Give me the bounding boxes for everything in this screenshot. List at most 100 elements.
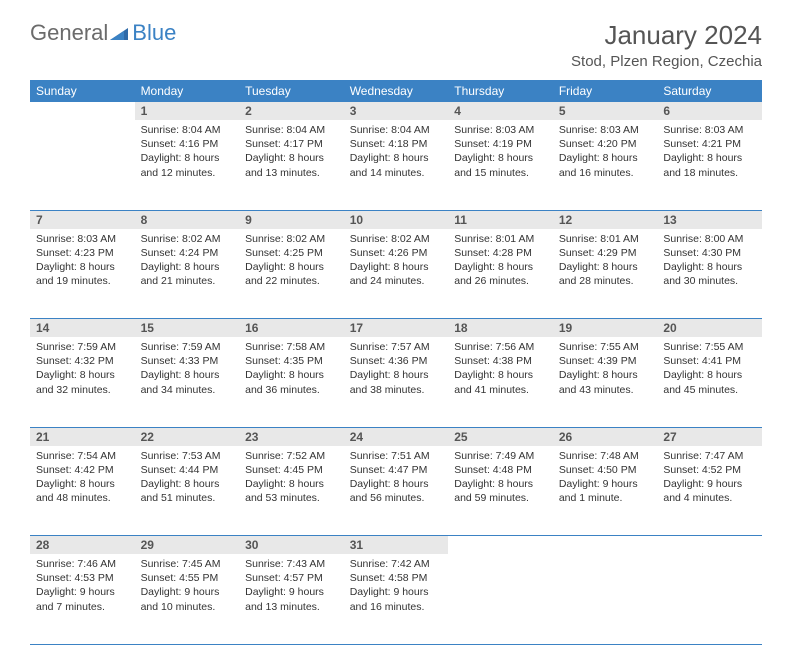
- sunrise-label: Sunrise: 8:01 AM: [559, 232, 652, 246]
- day-cell-body: Sunrise: 8:03 AMSunset: 4:21 PMDaylight:…: [657, 120, 762, 186]
- sunset-label: Sunset: 4:36 PM: [350, 354, 443, 368]
- day-number: 8: [135, 211, 240, 229]
- day-number: 9: [239, 211, 344, 229]
- day-cell: Sunrise: 8:01 AMSunset: 4:28 PMDaylight:…: [448, 229, 553, 319]
- sunrise-label: Sunrise: 8:01 AM: [454, 232, 547, 246]
- dl2-label: and 22 minutes.: [245, 274, 338, 288]
- dl2-label: and 28 minutes.: [559, 274, 652, 288]
- dl2-label: and 48 minutes.: [36, 491, 129, 505]
- sunrise-label: Sunrise: 7:48 AM: [559, 449, 652, 463]
- dl1-label: Daylight: 8 hours: [663, 151, 756, 165]
- dl2-label: and 12 minutes.: [141, 166, 234, 180]
- sunrise-label: Sunrise: 8:03 AM: [559, 123, 652, 137]
- day-number: 31: [344, 536, 449, 554]
- location-label: Stod, Plzen Region, Czechia: [571, 53, 762, 70]
- sunrise-label: Sunrise: 7:51 AM: [350, 449, 443, 463]
- day-number: 20: [657, 319, 762, 337]
- sunrise-label: Sunrise: 7:57 AM: [350, 340, 443, 354]
- day-cell: Sunrise: 8:02 AMSunset: 4:26 PMDaylight:…: [344, 229, 449, 319]
- day-cell-body: Sunrise: 8:03 AMSunset: 4:20 PMDaylight:…: [553, 120, 658, 186]
- day-cell-body: Sunrise: 7:55 AMSunset: 4:39 PMDaylight:…: [553, 337, 658, 403]
- day-cell-header: 12: [553, 210, 658, 229]
- sunrise-label: Sunrise: 7:46 AM: [36, 557, 129, 571]
- dl1-label: Daylight: 8 hours: [141, 368, 234, 382]
- dl2-label: and 14 minutes.: [350, 166, 443, 180]
- day-cell-header: 10: [344, 210, 449, 229]
- dl1-label: Daylight: 8 hours: [454, 260, 547, 274]
- dl2-label: and 26 minutes.: [454, 274, 547, 288]
- day-cell: Sunrise: 7:52 AMSunset: 4:45 PMDaylight:…: [239, 446, 344, 536]
- dl1-label: Daylight: 9 hours: [36, 585, 129, 599]
- dl1-label: Daylight: 8 hours: [141, 260, 234, 274]
- day-number: 1: [135, 102, 240, 120]
- day-cell-body: Sunrise: 8:03 AMSunset: 4:23 PMDaylight:…: [30, 229, 135, 295]
- calendar-body: 123456Sunrise: 8:04 AMSunset: 4:16 PMDay…: [30, 102, 762, 644]
- sunrise-label: Sunrise: 7:53 AM: [141, 449, 234, 463]
- weekday-header: Sunday: [30, 80, 135, 102]
- day-number: 30: [239, 536, 344, 554]
- day-cell-body: Sunrise: 8:02 AMSunset: 4:24 PMDaylight:…: [135, 229, 240, 295]
- day-number: [553, 536, 658, 540]
- day-cell-body: Sunrise: 7:42 AMSunset: 4:58 PMDaylight:…: [344, 554, 449, 620]
- sunrise-label: Sunrise: 8:02 AM: [141, 232, 234, 246]
- day-cell: Sunrise: 8:03 AMSunset: 4:19 PMDaylight:…: [448, 120, 553, 210]
- sunset-label: Sunset: 4:58 PM: [350, 571, 443, 585]
- sunrise-label: Sunrise: 8:00 AM: [663, 232, 756, 246]
- dl2-label: and 59 minutes.: [454, 491, 547, 505]
- day-cell: Sunrise: 8:02 AMSunset: 4:25 PMDaylight:…: [239, 229, 344, 319]
- weekday-header: Tuesday: [239, 80, 344, 102]
- sunset-label: Sunset: 4:23 PM: [36, 246, 129, 260]
- dl1-label: Daylight: 8 hours: [245, 260, 338, 274]
- weekday-header-row: Sunday Monday Tuesday Wednesday Thursday…: [30, 80, 762, 102]
- weekday-header: Friday: [553, 80, 658, 102]
- day-cell-header: 4: [448, 102, 553, 120]
- day-cell-header: 27: [657, 427, 762, 446]
- day-cell: Sunrise: 7:51 AMSunset: 4:47 PMDaylight:…: [344, 446, 449, 536]
- day-cell-header: 21: [30, 427, 135, 446]
- day-cell-body: Sunrise: 7:43 AMSunset: 4:57 PMDaylight:…: [239, 554, 344, 620]
- sunset-label: Sunset: 4:41 PM: [663, 354, 756, 368]
- day-cell-body: Sunrise: 7:58 AMSunset: 4:35 PMDaylight:…: [239, 337, 344, 403]
- sunrise-label: Sunrise: 7:43 AM: [245, 557, 338, 571]
- sunset-label: Sunset: 4:25 PM: [245, 246, 338, 260]
- dl2-label: and 15 minutes.: [454, 166, 547, 180]
- sunrise-label: Sunrise: 7:55 AM: [559, 340, 652, 354]
- calendar-table: Sunday Monday Tuesday Wednesday Thursday…: [30, 80, 762, 645]
- day-cell-body: Sunrise: 7:51 AMSunset: 4:47 PMDaylight:…: [344, 446, 449, 512]
- day-cell: Sunrise: 7:49 AMSunset: 4:48 PMDaylight:…: [448, 446, 553, 536]
- day-number: 17: [344, 319, 449, 337]
- dl1-label: Daylight: 8 hours: [350, 477, 443, 491]
- day-cell: Sunrise: 7:59 AMSunset: 4:33 PMDaylight:…: [135, 337, 240, 427]
- day-number: 29: [135, 536, 240, 554]
- sunset-label: Sunset: 4:24 PM: [141, 246, 234, 260]
- logo-text-blue: Blue: [132, 20, 176, 46]
- day-cell: Sunrise: 7:45 AMSunset: 4:55 PMDaylight:…: [135, 554, 240, 644]
- daynum-row: 21222324252627: [30, 427, 762, 446]
- page-header: General Blue January 2024 Stod, Plzen Re…: [30, 20, 762, 70]
- day-cell-header: [657, 536, 762, 555]
- day-cell: Sunrise: 7:59 AMSunset: 4:32 PMDaylight:…: [30, 337, 135, 427]
- dl2-label: and 21 minutes.: [141, 274, 234, 288]
- day-cell-body: Sunrise: 8:04 AMSunset: 4:16 PMDaylight:…: [135, 120, 240, 186]
- sunset-label: Sunset: 4:44 PM: [141, 463, 234, 477]
- day-cell: Sunrise: 7:56 AMSunset: 4:38 PMDaylight:…: [448, 337, 553, 427]
- day-number: 3: [344, 102, 449, 120]
- day-number: 26: [553, 428, 658, 446]
- sunrise-label: Sunrise: 8:02 AM: [350, 232, 443, 246]
- day-cell: Sunrise: 8:03 AMSunset: 4:20 PMDaylight:…: [553, 120, 658, 210]
- week-row: Sunrise: 8:04 AMSunset: 4:16 PMDaylight:…: [30, 120, 762, 210]
- sunset-label: Sunset: 4:47 PM: [350, 463, 443, 477]
- day-cell: Sunrise: 8:03 AMSunset: 4:23 PMDaylight:…: [30, 229, 135, 319]
- day-cell-header: 15: [135, 319, 240, 338]
- sunset-label: Sunset: 4:19 PM: [454, 137, 547, 151]
- day-cell-body: Sunrise: 7:46 AMSunset: 4:53 PMDaylight:…: [30, 554, 135, 620]
- day-cell-body: Sunrise: 7:48 AMSunset: 4:50 PMDaylight:…: [553, 446, 658, 512]
- day-cell-header: [553, 536, 658, 555]
- day-cell: Sunrise: 7:47 AMSunset: 4:52 PMDaylight:…: [657, 446, 762, 536]
- daynum-row: 78910111213: [30, 210, 762, 229]
- day-cell-body: Sunrise: 7:55 AMSunset: 4:41 PMDaylight:…: [657, 337, 762, 403]
- day-cell: Sunrise: 7:42 AMSunset: 4:58 PMDaylight:…: [344, 554, 449, 644]
- dl1-label: Daylight: 9 hours: [663, 477, 756, 491]
- dl1-label: Daylight: 8 hours: [36, 368, 129, 382]
- sunset-label: Sunset: 4:17 PM: [245, 137, 338, 151]
